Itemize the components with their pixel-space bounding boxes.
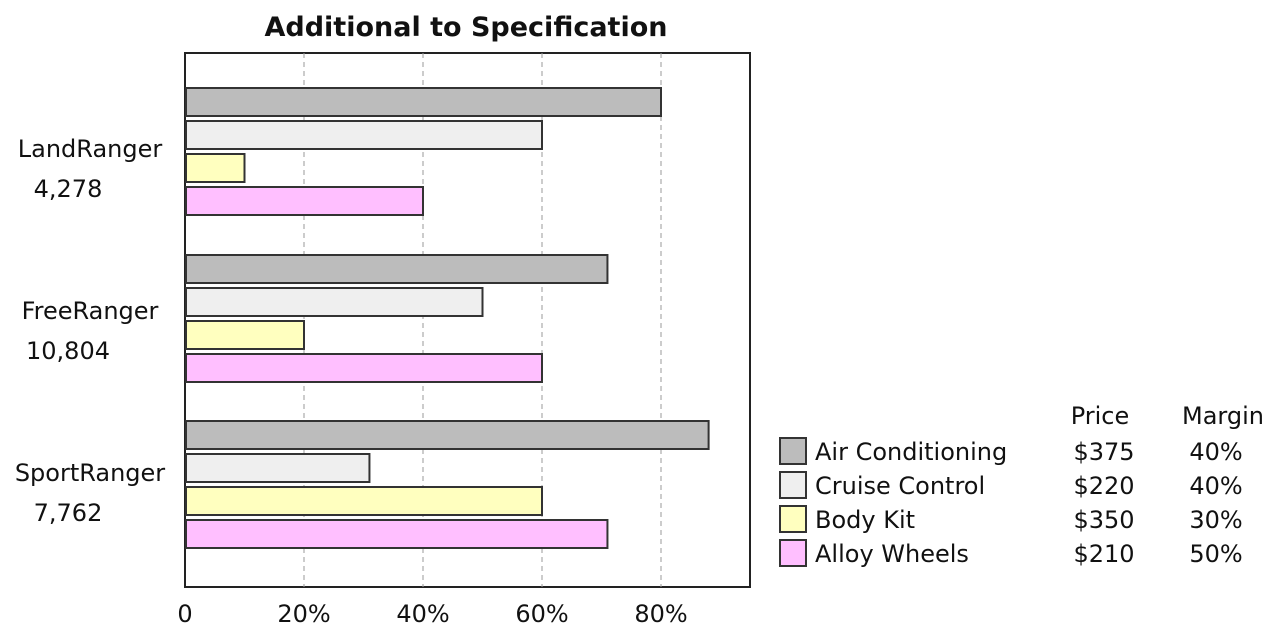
category-label: SportRanger	[15, 459, 165, 487]
category-labels: LandRanger 4,278 FreeRanger 10,804 SportRang…	[15, 135, 165, 527]
legend-margin: 30%	[1189, 506, 1242, 534]
legend-price: $350	[1073, 506, 1134, 534]
legend-price-header: Price	[1071, 402, 1130, 430]
category-label: LandRanger	[18, 135, 163, 163]
legend-swatch	[779, 471, 807, 499]
legend-price: $220	[1073, 472, 1134, 500]
legend: Price Margin Air Conditioning $375 40% Crui…	[779, 402, 1264, 568]
bar	[185, 519, 609, 549]
legend-label: Air Conditioning	[815, 438, 1007, 466]
legend-margin-header: Margin	[1182, 402, 1264, 430]
legend-swatch	[779, 505, 807, 533]
x-tick-label: 80%	[634, 600, 687, 628]
bar	[185, 353, 543, 383]
category-value: 10,804	[26, 337, 110, 365]
x-tick-label: 60%	[515, 600, 568, 628]
x-axis-ticks: 0 20% 40% 60% 80%	[177, 600, 687, 628]
legend-margin: 40%	[1189, 438, 1242, 466]
bar	[185, 254, 609, 284]
category-label: FreeRanger	[22, 297, 159, 325]
x-tick-label: 20%	[277, 600, 330, 628]
bar	[185, 186, 424, 216]
bar	[185, 153, 246, 183]
x-tick-label: 40%	[396, 600, 449, 628]
bars	[185, 87, 710, 549]
legend-price: $375	[1073, 438, 1134, 466]
category-value: 4,278	[34, 175, 103, 203]
bar	[185, 420, 710, 450]
x-tick-label: 0	[177, 600, 192, 628]
chart-title: Additional to Specification	[265, 12, 668, 43]
legend-label: Cruise Control	[815, 472, 985, 500]
legend-label: Body Kit	[815, 506, 915, 534]
bar	[185, 87, 662, 117]
bar	[185, 287, 484, 317]
legend-margin: 50%	[1189, 540, 1242, 568]
bar	[185, 453, 371, 483]
bar	[185, 320, 305, 350]
legend-margin: 40%	[1189, 472, 1242, 500]
legend-swatch	[779, 437, 807, 465]
category-value: 7,762	[34, 499, 103, 527]
legend-label: Alloy Wheels	[815, 540, 969, 568]
legend-price: $210	[1073, 540, 1134, 568]
bar	[185, 120, 543, 150]
bar	[185, 486, 543, 516]
legend-swatch	[779, 539, 807, 567]
